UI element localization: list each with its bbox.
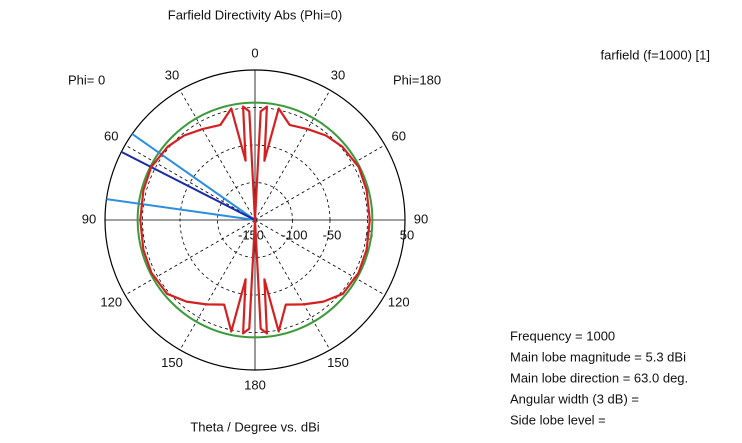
info-line: Frequency = 1000 xyxy=(510,328,615,343)
info-line: Angular width (3 dB) = xyxy=(510,391,639,406)
r-tick-label: -150 xyxy=(238,227,264,242)
angle-tick-label: 60 xyxy=(392,128,406,143)
info-line: Side lobe level = xyxy=(510,412,606,427)
reference-circle xyxy=(136,101,374,339)
grid-spoke xyxy=(254,219,386,296)
grid-spoke xyxy=(179,219,256,351)
grid-spoke xyxy=(254,144,386,221)
beam-line xyxy=(106,198,256,221)
right-label: Phi=180 xyxy=(393,72,441,87)
r-tick-label: 0 xyxy=(366,227,373,242)
angle-tick-label: 90 xyxy=(82,211,96,226)
angle-tick-label: 120 xyxy=(388,294,410,309)
angle-tick-label: 30 xyxy=(165,68,179,83)
grid-spoke xyxy=(254,89,331,221)
angle-tick-label: 0 xyxy=(251,45,258,60)
grid-spoke xyxy=(124,219,256,296)
angle-tick-label: 150 xyxy=(327,355,349,370)
legend-entry: farfield (f=1000) [1] xyxy=(601,47,710,62)
grid-spoke xyxy=(179,89,256,221)
beam-line xyxy=(131,133,256,221)
series-line xyxy=(139,105,371,335)
r-tick-label: 50 xyxy=(400,227,414,242)
r-tick-label: -100 xyxy=(281,227,307,242)
angle-tick-label: 150 xyxy=(161,355,183,370)
grid-spoke xyxy=(124,144,256,221)
chart-title: Farfield Directivity Abs (Phi=0) xyxy=(168,7,342,22)
angle-tick-label: 180 xyxy=(244,377,266,392)
info-line: Main lobe magnitude = 5.3 dBi xyxy=(510,349,686,364)
axis-label: Theta / Degree vs. dBi xyxy=(190,419,319,434)
angle-tick-label: 30 xyxy=(331,68,345,83)
info-line: Main lobe direction = 63.0 deg. xyxy=(510,370,688,385)
angle-tick-label: 120 xyxy=(100,294,122,309)
main-lobe-line xyxy=(120,151,256,221)
r-tick-label: -50 xyxy=(323,227,342,242)
angle-tick-label: 60 xyxy=(104,128,118,143)
grid-spoke xyxy=(254,219,331,351)
left-label: Phi= 0 xyxy=(68,72,105,87)
angle-tick-label: 90 xyxy=(414,211,428,226)
